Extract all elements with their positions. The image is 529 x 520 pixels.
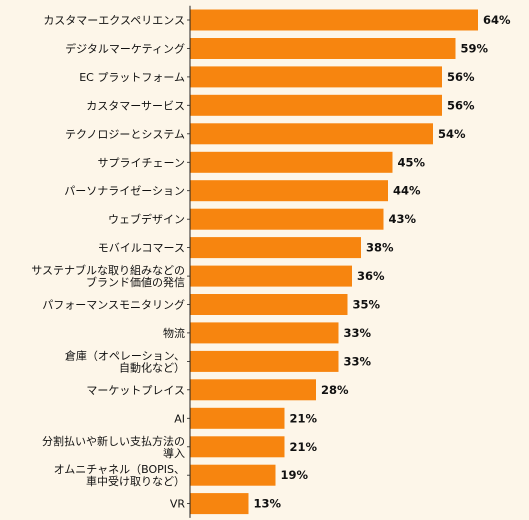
data-label: 13% — [254, 497, 282, 511]
category-label: 倉庫（オペレーション、自動化など） — [65, 348, 185, 374]
bar — [190, 350, 339, 372]
data-label: 54% — [438, 127, 466, 141]
category-label-line: サステナブルな取り組みなどの — [31, 263, 185, 277]
category-label-line: EC プラットフォーム — [79, 71, 185, 84]
category-label-line: オムニチャネル（BOPIS、 — [54, 463, 185, 476]
bar — [190, 9, 478, 31]
bar — [190, 493, 249, 515]
category-label: マーケットプレイス — [86, 384, 185, 397]
category-label-line: パフォーマンスモニタリング — [42, 298, 185, 312]
category-label: 分割払いや新しい支払方法の導入 — [42, 434, 185, 460]
category-label-line: カスタマーサービス — [86, 99, 185, 112]
category-label: カスタマーエクスペリエンス — [43, 14, 185, 27]
category-label-line: VR — [170, 498, 186, 511]
category-label-line: カスタマーエクスペリエンス — [43, 14, 185, 27]
category-label-line: 物流 — [163, 326, 185, 340]
bar — [190, 208, 384, 230]
category-label-line: 分割払いや新しい支払方法の — [42, 434, 185, 448]
data-label: 45% — [398, 155, 426, 169]
category-label-line: モバイルコマース — [98, 242, 185, 255]
bar — [190, 322, 339, 344]
data-label: 28% — [321, 383, 349, 397]
data-label: 21% — [290, 440, 318, 454]
data-label: 59% — [461, 42, 489, 56]
bar — [190, 379, 316, 401]
bar — [190, 265, 352, 287]
category-label: カスタマーサービス — [86, 99, 185, 112]
category-label: サプライチェーン — [98, 156, 185, 169]
category-label: パフォーマンスモニタリング — [42, 298, 185, 312]
bar — [190, 38, 456, 59]
data-label: 56% — [447, 98, 475, 112]
bar — [190, 294, 348, 315]
category-label-line: マーケットプレイス — [86, 384, 185, 397]
data-label: 36% — [357, 269, 385, 283]
category-label-line: 導入 — [163, 446, 185, 460]
category-label: サステナブルな取り組みなどのブランド価値の発信 — [31, 263, 185, 289]
category-label-line: 倉庫（オペレーション、 — [65, 348, 185, 362]
data-label: 33% — [344, 326, 372, 340]
category-label: 物流 — [163, 326, 185, 340]
category-label: パーソナライゼーション — [64, 185, 185, 198]
category-label-line: AI — [174, 412, 185, 425]
bar — [190, 407, 285, 429]
bar — [190, 464, 276, 486]
bar — [190, 94, 442, 116]
bar — [190, 123, 433, 145]
category-label-line: パーソナライゼーション — [64, 185, 185, 198]
data-label: 19% — [281, 468, 309, 482]
category-label-line: テクノロジーとシステム — [65, 128, 185, 141]
category-label-line: 車中受け取りなど） — [86, 474, 185, 488]
category-label: AI — [174, 412, 185, 425]
category-label-line: 自動化など） — [119, 360, 185, 374]
category-label: VR — [170, 498, 186, 511]
data-label: 33% — [344, 354, 372, 368]
data-label: 21% — [290, 411, 318, 425]
category-label-line: ブランド価値の発信 — [86, 275, 185, 289]
bar — [190, 66, 442, 88]
bar — [190, 151, 393, 173]
category-label-line: ウェブデザイン — [108, 212, 185, 226]
category-label: オムニチャネル（BOPIS、車中受け取りなど） — [54, 463, 185, 488]
category-label: モバイルコマース — [98, 242, 185, 255]
category-label: EC プラットフォーム — [79, 71, 185, 84]
category-label: テクノロジーとシステム — [65, 128, 185, 141]
category-label-line: デジタルマーケティング — [65, 42, 185, 56]
data-label: 44% — [393, 184, 421, 198]
bar — [190, 436, 285, 458]
data-label: 64% — [483, 13, 511, 27]
data-label: 35% — [353, 298, 381, 312]
category-label: ウェブデザイン — [108, 212, 185, 226]
data-label: 43% — [389, 212, 417, 226]
bar — [190, 180, 388, 202]
data-label: 38% — [366, 241, 394, 255]
category-label: デジタルマーケティング — [65, 42, 185, 56]
data-label: 56% — [447, 70, 475, 84]
bar — [190, 237, 361, 259]
category-label-line: サプライチェーン — [98, 156, 185, 169]
